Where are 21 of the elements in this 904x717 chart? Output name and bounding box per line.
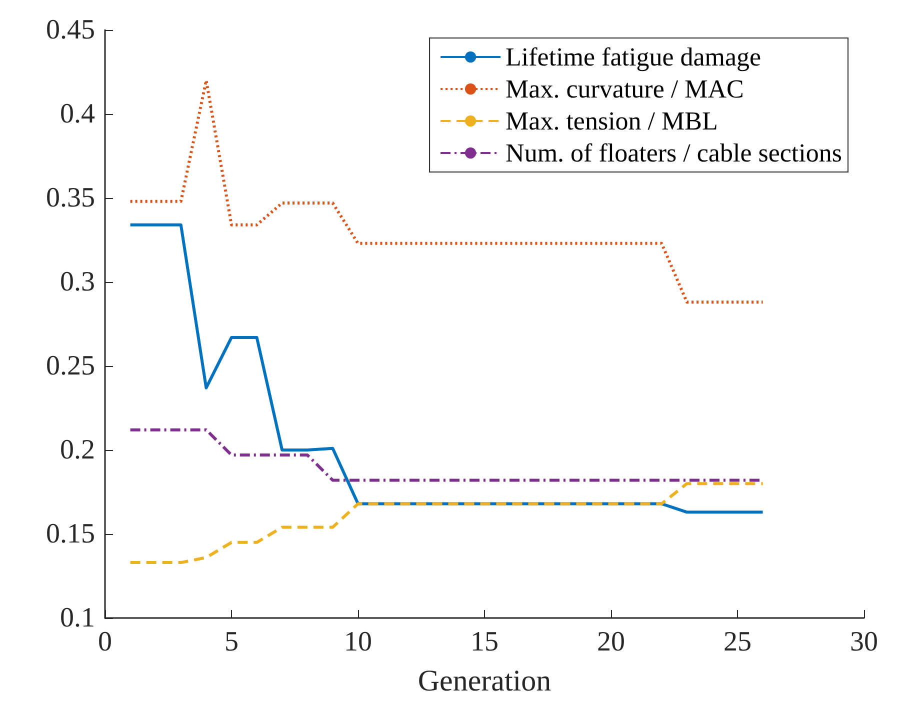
- legend-label: Lifetime fatigue damage: [506, 42, 762, 72]
- y-tick-label: 0.25: [46, 350, 95, 382]
- y-tick-label: 0.4: [60, 98, 95, 130]
- y-tick-label: 0.35: [46, 182, 95, 214]
- x-tick-label: 30: [850, 626, 878, 658]
- y-tick-label: 0.1: [60, 602, 95, 634]
- y-tick-label: 0.45: [46, 14, 95, 46]
- legend-label: Num. of floaters / cable sections: [506, 138, 842, 168]
- x-axis-title: Generation: [418, 664, 552, 698]
- x-tick-label: 10: [344, 626, 372, 658]
- x-tick-label: 20: [597, 626, 625, 658]
- y-tick-label: 0.3: [60, 266, 95, 298]
- y-tick-label: 0.2: [60, 434, 95, 466]
- y-tick-label: 0.15: [46, 518, 95, 550]
- x-tick-label: 0: [98, 626, 112, 658]
- x-tick-label: 5: [224, 626, 238, 658]
- x-tick-label: 15: [470, 626, 498, 658]
- line-series: [128, 482, 764, 564]
- legend-label: Max. curvature / MAC: [506, 74, 744, 104]
- legend-label: Max. tension / MBL: [506, 106, 718, 136]
- x-tick-label: 25: [724, 626, 752, 658]
